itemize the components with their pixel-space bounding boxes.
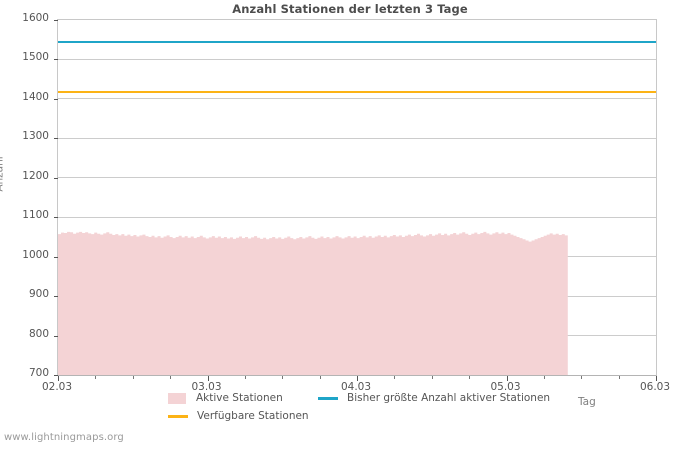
y-axis-title: Anzahl: [0, 156, 6, 192]
gridline: [58, 177, 656, 179]
x-tick-mark-major: [507, 376, 508, 381]
series-aktive-stationen: [58, 231, 568, 375]
x-tick-mark-minor: [432, 376, 433, 379]
y-tick-mark: [54, 20, 58, 21]
x-tick-mark-minor: [133, 376, 134, 379]
y-tick-label: 700: [28, 367, 49, 379]
legend-item-verfuegbare-stationen[interactable]: Verfügbare Stationen: [168, 410, 309, 422]
watermark-text: www.lightningmaps.org: [4, 432, 124, 443]
y-tick-mark: [54, 336, 58, 337]
legend-label: Aktive Stationen: [196, 392, 283, 404]
legend-swatch-area: [168, 392, 186, 404]
x-tick-mark-minor: [581, 376, 582, 379]
x-tick-mark-major: [656, 376, 657, 381]
gridline: [58, 137, 656, 139]
y-tick-mark: [54, 296, 58, 297]
legend-label: Verfügbare Stationen: [197, 410, 309, 422]
legend-item-aktive-stationen[interactable]: Aktive Stationen: [168, 392, 283, 404]
x-tick-mark-minor: [95, 376, 96, 379]
x-tick-mark-minor: [320, 376, 321, 379]
x-axis-title: Tag: [578, 396, 596, 408]
y-tick-label: 900: [28, 288, 49, 301]
y-tick-mark: [54, 217, 58, 218]
y-tick-label: 1300: [22, 130, 49, 143]
x-tick-mark-minor: [245, 376, 246, 379]
y-tick-label: 1200: [22, 169, 49, 182]
y-tick-label: 1100: [22, 209, 49, 222]
y-tick-label: 1500: [22, 51, 49, 64]
x-tick-mark-major: [357, 376, 358, 381]
x-tick-mark-major: [58, 376, 59, 381]
x-tick-mark-minor: [619, 376, 620, 379]
x-tick-mark-minor: [394, 376, 395, 379]
area-fill-aktive-stationen: [58, 231, 568, 375]
chart-title: Anzahl Stationen der letzten 3 Tage: [232, 2, 468, 16]
x-tick-label: 03.03: [191, 381, 222, 393]
gridline: [58, 98, 656, 100]
y-tick-label: 1600: [22, 12, 49, 24]
y-tick-mark: [54, 138, 58, 139]
threshold-line-available: [58, 90, 656, 93]
x-tick-label: 06.03: [639, 381, 671, 393]
threshold-line-max-active: [58, 40, 656, 43]
legend-swatch-line: [318, 396, 338, 400]
y-tick-mark: [54, 178, 58, 179]
x-tick-mark-minor: [469, 376, 470, 379]
y-tick-mark: [54, 99, 58, 100]
legend-swatch-line: [168, 414, 188, 418]
y-tick-label: 1000: [22, 248, 49, 261]
legend-label: Bisher größte Anzahl aktiver Stationen: [347, 392, 551, 404]
plot-area: [54, 19, 657, 381]
x-tick-mark-minor: [170, 376, 171, 379]
x-tick-mark-major: [208, 376, 209, 381]
y-tick-label: 800: [28, 327, 49, 340]
y-tick-mark: [54, 59, 58, 60]
y-tick-mark: [54, 257, 58, 258]
y-tick-label: 1400: [22, 90, 49, 103]
gridline: [58, 216, 656, 218]
x-tick-mark-minor: [544, 376, 545, 379]
gridline: [58, 58, 656, 60]
x-tick-mark-minor: [282, 376, 283, 379]
x-tick-label: 04.03: [340, 381, 372, 393]
x-tick-label: 05.03: [490, 381, 521, 393]
x-tick-label: 02.03: [41, 381, 73, 393]
legend-item-bisher-groesste-anzahl[interactable]: Bisher größte Anzahl aktiver Stationen: [318, 392, 550, 404]
y-tick-mark: [54, 375, 58, 376]
